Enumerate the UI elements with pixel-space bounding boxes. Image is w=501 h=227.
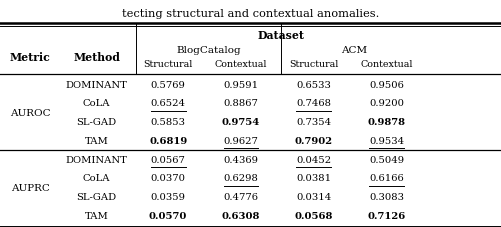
Text: Method: Method xyxy=(73,52,120,63)
Text: 0.9534: 0.9534 xyxy=(368,136,403,145)
Text: 0.5769: 0.5769 xyxy=(150,80,185,89)
Text: DOMINANT: DOMINANT xyxy=(66,80,127,89)
Text: 0.9591: 0.9591 xyxy=(223,80,258,89)
Text: TAM: TAM xyxy=(85,136,108,145)
Text: BlogCatalog: BlogCatalog xyxy=(176,45,240,54)
Text: 0.6819: 0.6819 xyxy=(149,136,187,145)
Text: 0.4776: 0.4776 xyxy=(223,192,258,201)
Text: 0.0370: 0.0370 xyxy=(150,173,185,183)
Text: 0.7902: 0.7902 xyxy=(294,136,332,145)
Text: CoLA: CoLA xyxy=(83,173,110,183)
Text: 0.0568: 0.0568 xyxy=(294,211,332,220)
Text: Dataset: Dataset xyxy=(257,30,304,41)
Text: 0.5853: 0.5853 xyxy=(150,118,185,127)
Text: Structural: Structural xyxy=(143,60,192,69)
Text: TAM: TAM xyxy=(85,211,108,220)
Text: AUPRC: AUPRC xyxy=(11,183,50,192)
Text: 0.9506: 0.9506 xyxy=(368,80,403,89)
Text: 0.0359: 0.0359 xyxy=(150,192,185,201)
Text: 0.0452: 0.0452 xyxy=(296,155,331,164)
Text: 0.8867: 0.8867 xyxy=(223,99,258,108)
Text: 0.7354: 0.7354 xyxy=(296,118,331,127)
Text: 0.4369: 0.4369 xyxy=(223,155,258,164)
Text: Contextual: Contextual xyxy=(214,60,267,69)
Text: 0.3083: 0.3083 xyxy=(368,192,403,201)
Text: 0.6166: 0.6166 xyxy=(368,173,403,183)
Text: 0.6524: 0.6524 xyxy=(150,99,185,108)
Text: 0.6533: 0.6533 xyxy=(296,80,331,89)
Text: Metric: Metric xyxy=(10,52,51,63)
Text: tecting structural and contextual anomalies.: tecting structural and contextual anomal… xyxy=(122,9,379,19)
Text: 0.5049: 0.5049 xyxy=(368,155,403,164)
Text: 0.0570: 0.0570 xyxy=(149,211,187,220)
Text: 0.6308: 0.6308 xyxy=(221,211,260,220)
Text: 0.9754: 0.9754 xyxy=(221,118,260,127)
Text: Contextual: Contextual xyxy=(360,60,412,69)
Text: ACM: ACM xyxy=(340,45,366,54)
Text: 0.6298: 0.6298 xyxy=(223,173,258,183)
Text: SL-GAD: SL-GAD xyxy=(77,192,116,201)
Text: 0.0567: 0.0567 xyxy=(150,155,185,164)
Text: SL-GAD: SL-GAD xyxy=(77,118,116,127)
Text: DOMINANT: DOMINANT xyxy=(66,155,127,164)
Text: Structural: Structural xyxy=(289,60,338,69)
Text: 0.9200: 0.9200 xyxy=(368,99,403,108)
Text: 0.0314: 0.0314 xyxy=(296,192,331,201)
Text: 0.7468: 0.7468 xyxy=(296,99,331,108)
Text: 0.9627: 0.9627 xyxy=(223,136,258,145)
Text: CoLA: CoLA xyxy=(83,99,110,108)
Text: 0.0381: 0.0381 xyxy=(296,173,331,183)
Text: AUROC: AUROC xyxy=(10,108,50,117)
Text: 0.9878: 0.9878 xyxy=(367,118,405,127)
Text: 0.7126: 0.7126 xyxy=(367,211,405,220)
